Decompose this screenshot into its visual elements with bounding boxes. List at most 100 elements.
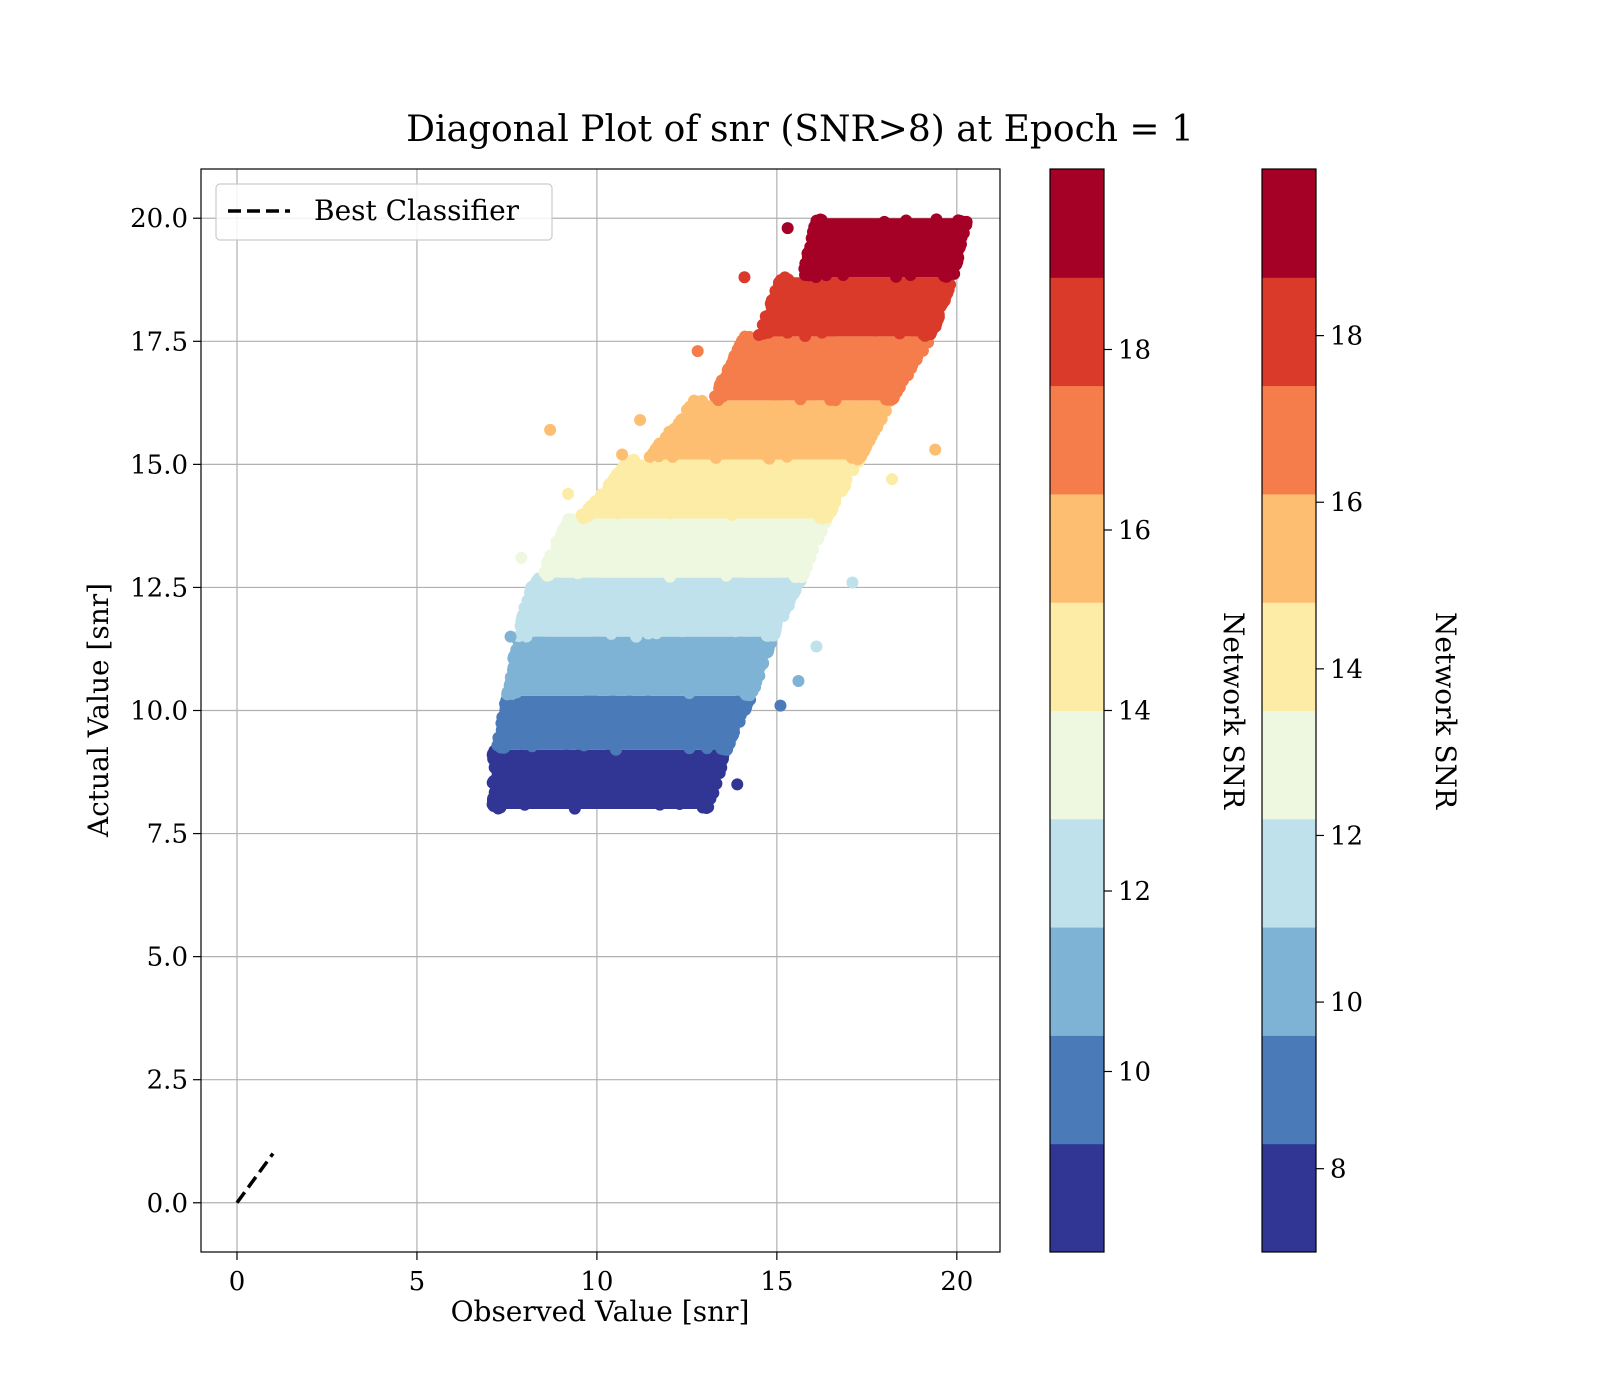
y-tick-label-3: 7.5 <box>147 820 188 850</box>
scatter-outlier-6 <box>738 271 751 284</box>
scatter-point <box>616 554 629 567</box>
scatter-point <box>898 257 911 270</box>
scatter-point <box>765 463 778 476</box>
scatter-point <box>530 681 543 694</box>
scatter-point <box>622 463 635 476</box>
scatter-point <box>691 709 704 722</box>
colorbar-segment-8 <box>1050 277 1104 387</box>
scatter-point <box>924 322 937 335</box>
scatter-point <box>827 488 840 501</box>
scatter-point <box>557 784 570 797</box>
scatter-point <box>648 506 661 519</box>
x-tick-label-2: 10 <box>580 1267 613 1297</box>
scatter-point <box>683 687 696 700</box>
scatter-point <box>560 749 573 762</box>
scatter-point <box>705 501 718 514</box>
scatter-outlier-2 <box>774 699 787 712</box>
scatter-point <box>506 683 519 696</box>
scatter-point <box>623 502 636 515</box>
scatter-point <box>619 615 632 628</box>
scatter-point <box>855 312 868 325</box>
scatter-point <box>641 548 654 561</box>
scatter-point <box>837 268 850 281</box>
scatter-point <box>793 504 806 517</box>
scatter-point <box>672 755 685 768</box>
scatter-point <box>750 339 763 352</box>
scatter-point <box>847 294 860 307</box>
scatter-point <box>695 761 708 774</box>
scatter-point <box>947 220 960 233</box>
scatter-point <box>544 565 557 578</box>
scatter-point <box>700 564 713 577</box>
y-axis-label: Actual Value [snr] <box>82 583 115 838</box>
scatter-point <box>598 705 611 718</box>
colorbar-segment-4 <box>1050 710 1104 820</box>
scatter-point <box>789 484 802 497</box>
colorbar-tick-label-2: 14 <box>1118 697 1151 727</box>
scatter-point <box>743 683 756 696</box>
scatter-point <box>705 521 718 534</box>
scatter-point <box>590 635 603 648</box>
scatter-point <box>826 377 839 390</box>
scatter-point <box>582 693 595 706</box>
scatter-point <box>684 768 697 781</box>
scatter-point <box>526 740 539 753</box>
scatter-outlier-5 <box>781 222 794 235</box>
scatter-point <box>694 723 707 736</box>
scatter-point <box>820 446 833 459</box>
y-tick-label-0: 0.0 <box>147 1189 188 1219</box>
scatter-point <box>790 379 803 392</box>
scatter-point <box>813 235 826 248</box>
scatter-point <box>699 798 712 811</box>
scatter-point <box>693 664 706 677</box>
scatter-point <box>579 537 592 550</box>
scatter-point <box>747 586 760 599</box>
colorbar-segment-6 <box>1050 493 1104 603</box>
scatter-band-points-7 <box>709 330 935 407</box>
scatter-point <box>689 432 702 445</box>
colorbar-segment-7 <box>1050 385 1104 495</box>
scatter-point <box>642 694 655 707</box>
scatter-point <box>829 394 842 407</box>
scatter-point <box>933 298 946 311</box>
scatter-point <box>695 462 708 475</box>
y-tick-label-2: 5.0 <box>147 943 188 973</box>
scatter-point <box>907 225 920 238</box>
colorbar-tick-label-4: 18 <box>1118 336 1151 366</box>
colorbar-segment-5 <box>1050 602 1104 711</box>
scatter-point <box>868 287 881 300</box>
scatter-point <box>768 592 781 605</box>
best-classifier-dashed-line <box>235 1152 275 1204</box>
scatter-point <box>518 798 531 811</box>
scatter-point <box>815 326 828 339</box>
scatter-outlier-0 <box>544 423 557 436</box>
scatter-points <box>486 213 973 815</box>
legend-box <box>215 183 553 241</box>
scatter-band-points-6 <box>643 394 897 466</box>
scatter-point <box>670 530 683 543</box>
x-tick-label-0: 0 <box>229 1267 246 1297</box>
scatter-point <box>758 497 771 510</box>
scatter-point <box>585 776 598 789</box>
scatter-band-points-0 <box>486 744 730 815</box>
scatter-point <box>871 381 884 394</box>
scatter-point <box>650 627 663 640</box>
scatter-outlier-12 <box>504 630 517 643</box>
colorbar-tick-label-4: 16 <box>1330 488 1363 518</box>
scatter-point <box>781 326 794 339</box>
scatter-point <box>568 802 581 815</box>
colorbar-tick-label-5: 18 <box>1330 322 1363 352</box>
colorbar-tick-label-3: 16 <box>1118 516 1151 546</box>
scatter-point <box>752 329 765 342</box>
scatter-point <box>611 507 624 520</box>
scatter-point <box>820 461 833 474</box>
scatter-point <box>864 409 877 422</box>
scatter-point <box>904 266 917 279</box>
colorbar-segment-2 <box>1050 927 1104 1036</box>
scatter-point <box>521 675 534 688</box>
scatter-point <box>845 351 858 364</box>
scatter-point <box>699 783 712 796</box>
scatter-point <box>717 408 730 421</box>
scatter-point <box>837 444 850 457</box>
scatter-point <box>777 284 790 297</box>
